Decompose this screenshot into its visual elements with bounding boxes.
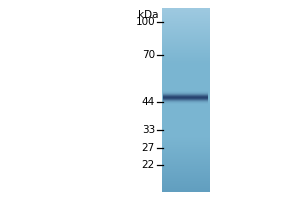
Text: 22: 22 [142,160,155,170]
Text: 27: 27 [142,143,155,153]
Text: kDa: kDa [138,10,158,20]
Text: 70: 70 [142,50,155,60]
Text: 44: 44 [142,97,155,107]
Text: 100: 100 [135,17,155,27]
Text: 33: 33 [142,125,155,135]
